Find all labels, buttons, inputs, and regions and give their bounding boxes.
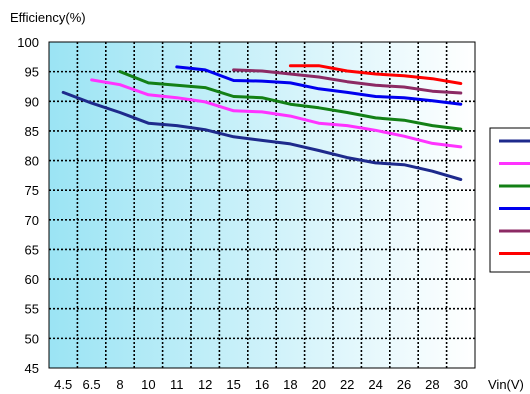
x-tick-label: 12 (198, 377, 212, 392)
y-tick-label: 85 (25, 124, 39, 139)
x-tick-label: 16 (255, 377, 269, 392)
x-tick-label: 10 (141, 377, 155, 392)
y-tick-label: 80 (25, 154, 39, 169)
y-tick-label: 50 (25, 331, 39, 346)
x-axis-label: Vin(V) (488, 377, 524, 392)
x-tick-label: 22 (340, 377, 354, 392)
plot-area (49, 42, 475, 368)
legend-items (499, 139, 530, 255)
y-tick-label: 60 (25, 272, 39, 287)
x-tick-label: 24 (368, 377, 382, 392)
x-tick-label: 15 (226, 377, 240, 392)
series-line-5 (232, 68, 463, 95)
y-tick-label: 55 (25, 302, 39, 317)
legend-box (489, 127, 530, 273)
x-tick-label: 28 (425, 377, 439, 392)
x-tick-label: 6.5 (83, 377, 101, 392)
y-axis-label: Efficiency(%) (10, 10, 86, 25)
x-tick-label: 8 (116, 377, 123, 392)
y-tick-label: 95 (25, 65, 39, 80)
y-tick-label: 100 (17, 35, 39, 50)
x-tick-label: 18 (283, 377, 297, 392)
plot-border (48, 41, 476, 369)
series-line-6 (288, 64, 463, 85)
x-tick-label: 20 (312, 377, 326, 392)
x-tick-label: 4.5 (54, 377, 72, 392)
legend (489, 127, 530, 273)
y-tick-label: 75 (25, 183, 39, 198)
series-line-4 (175, 65, 463, 106)
y-tick-label: 70 (25, 213, 39, 228)
series-lines (61, 64, 463, 181)
x-tick-label: 30 (454, 377, 468, 392)
y-tick-labels: 100 95 90 85 80 75 70 65 60 55 50 45 (17, 35, 39, 376)
y-tick-label: 45 (25, 361, 39, 376)
y-tick-label: 90 (25, 94, 39, 109)
series-line-2 (90, 78, 463, 149)
y-tick-label: 65 (25, 242, 39, 257)
x-tick-label: 26 (397, 377, 411, 392)
x-tick-label: 11 (170, 377, 184, 392)
series-line-3 (118, 70, 463, 131)
series-line-1 (61, 90, 463, 181)
x-tick-labels: 4.5 6.5 8 10 11 12 15 16 18 20 22 24 26 28 30 (54, 377, 468, 392)
